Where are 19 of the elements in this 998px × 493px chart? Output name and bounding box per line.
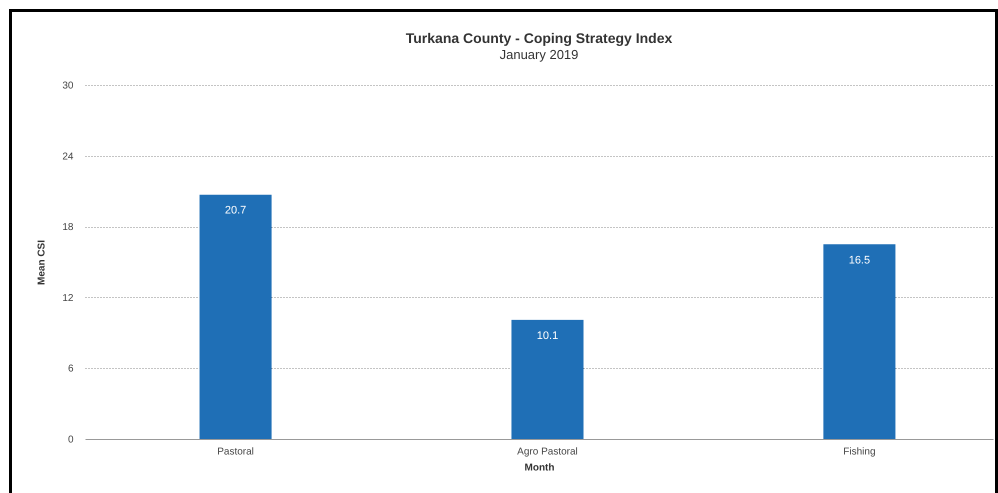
y-tick-label: 12 (62, 292, 74, 304)
y-tick-label: 0 (68, 434, 74, 446)
bar (823, 244, 896, 439)
y-tick-label: 30 (62, 80, 74, 92)
x-tick-label: Pastoral (217, 446, 254, 458)
y-axis-title: Mean CSI (36, 240, 48, 286)
bar (511, 320, 584, 439)
data-label: 16.5 (848, 254, 870, 266)
chart-title: Turkana County - Coping Strategy Index (406, 30, 672, 46)
y-tick-label: 24 (62, 151, 74, 162)
data-label: 20.7 (224, 204, 246, 217)
bar (200, 194, 272, 439)
data-label: 10.1 (536, 330, 558, 342)
x-tick-label: Fishing (843, 446, 876, 458)
x-tick-label: Agro Pastoral (517, 446, 578, 458)
x-axis-title: Month (524, 462, 554, 474)
y-tick-label: 6 (68, 364, 74, 375)
y-tick-label: 18 (62, 222, 74, 234)
chart-subtitle: January 2019 (500, 47, 578, 62)
